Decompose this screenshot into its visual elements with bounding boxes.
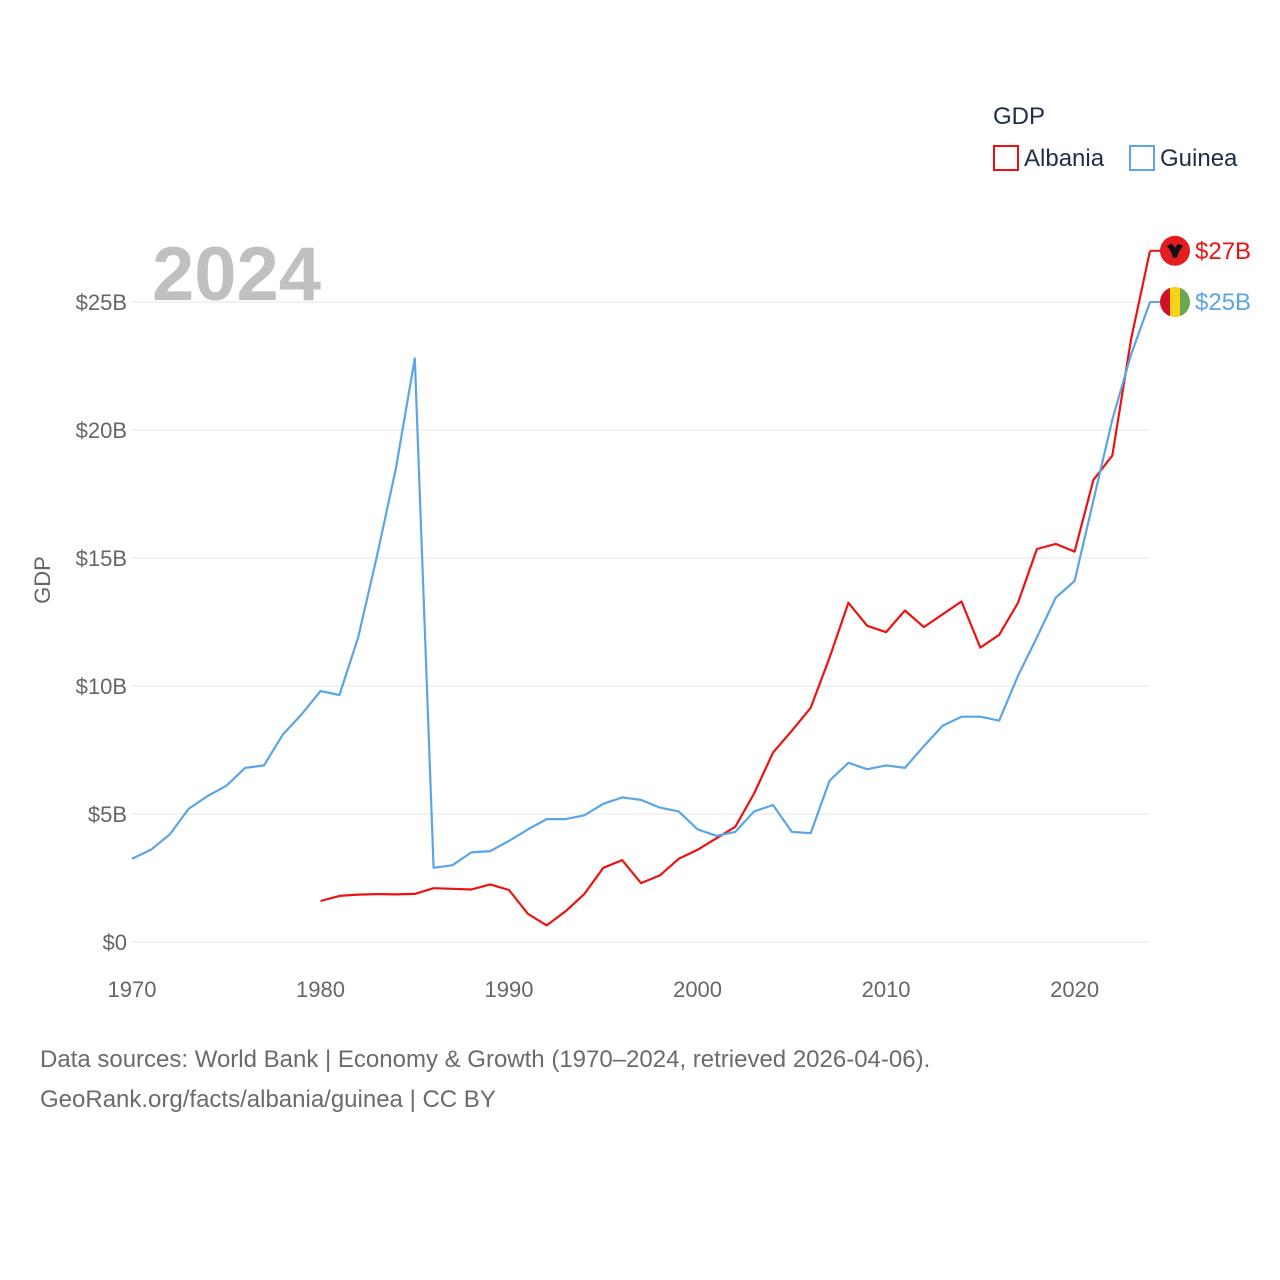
y-axis-ticks: $0 $5B $10B $15B $20B $25B <box>76 290 127 955</box>
gdp-line-chart: $0 $5B $10B $15B $20B $25B 1970 1980 1990 2000 20… <box>30 103 1251 1002</box>
x-tick-label: 2010 <box>862 977 911 1002</box>
albania-flag-icon <box>1160 235 1190 266</box>
x-tick-label: 2020 <box>1050 977 1099 1002</box>
x-axis-ticks: 1970 1980 1990 2000 2010 2020 <box>108 977 1100 1002</box>
legend-swatch-guinea <box>1129 145 1155 171</box>
gridlines <box>132 301 1150 943</box>
y-tick-label: $25B <box>76 290 127 315</box>
series-lines <box>131 250 1152 927</box>
y-tick-label: $0 <box>103 930 127 955</box>
legend-label-guinea: Guinea <box>1160 145 1238 172</box>
year-watermark: 2024 <box>152 232 321 317</box>
series-line-albania <box>320 250 1152 927</box>
legend-item-albania[interactable]: Albania <box>993 145 1105 172</box>
legend: GDP Albania Guinea <box>993 103 1238 172</box>
data-sources-text: Data sources: World Bank | Economy & Gro… <box>40 1046 931 1073</box>
series-line-guinea <box>131 301 1152 869</box>
footer: Data sources: World Bank | Economy & Gro… <box>40 1040 930 1120</box>
legend-item-guinea[interactable]: Guinea <box>1129 145 1238 172</box>
legend-title: GDP <box>993 103 1045 130</box>
y-axis-title: GDP <box>30 556 55 604</box>
y-tick-label: $10B <box>76 674 127 699</box>
x-tick-label: 1990 <box>485 977 534 1002</box>
y-tick-label: $15B <box>76 546 127 571</box>
y-tick-label: $5B <box>88 802 127 827</box>
y-tick-label: $20B <box>76 418 127 443</box>
source-url-text[interactable]: GeoRank.org/facts/albania/guinea | CC BY <box>40 1086 496 1113</box>
guinea-flag-icon <box>1160 287 1190 317</box>
legend-swatch-albania <box>993 145 1019 171</box>
end-value-label-guinea: $25B <box>1195 289 1251 316</box>
legend-label-albania: Albania <box>1024 145 1105 172</box>
x-tick-label: 1970 <box>108 977 157 1002</box>
x-tick-label: 1980 <box>296 977 345 1002</box>
x-tick-label: 2000 <box>673 977 722 1002</box>
end-markers: $27B $25B <box>1150 235 1251 317</box>
end-value-label-albania: $27B <box>1195 238 1251 265</box>
